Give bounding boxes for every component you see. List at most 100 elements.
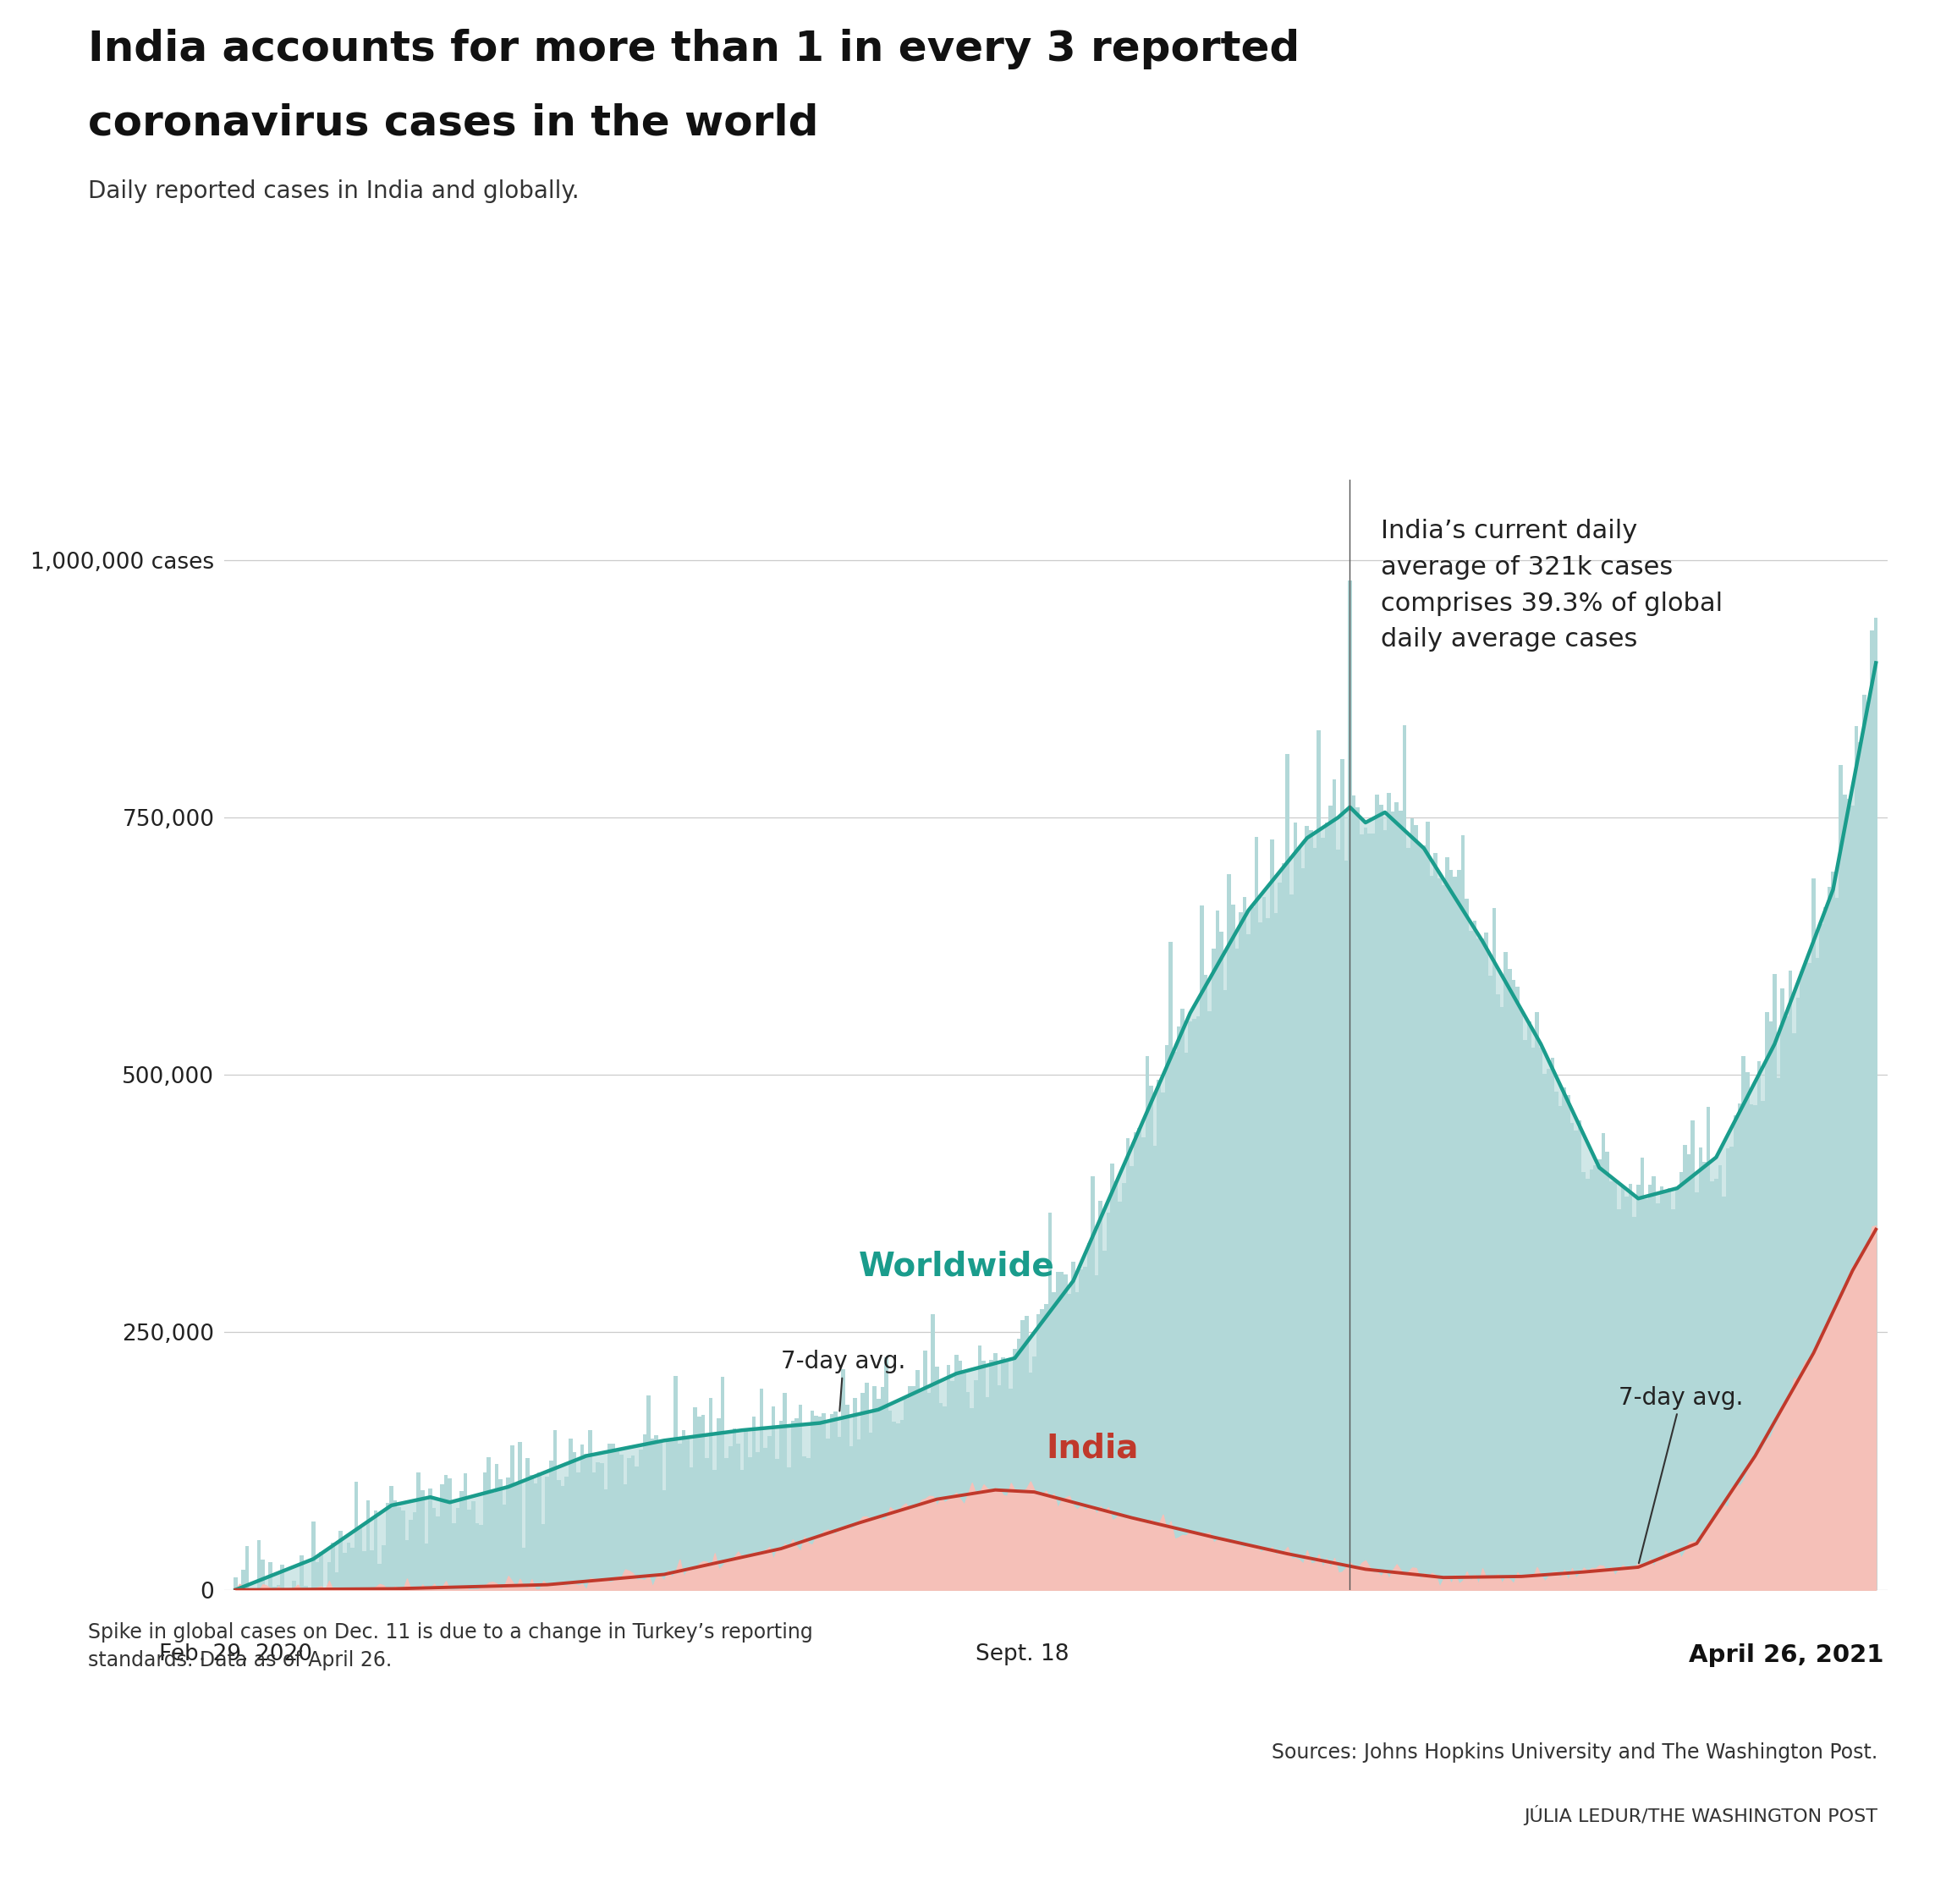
Bar xyxy=(736,1443,739,1590)
Bar xyxy=(549,1460,553,1590)
Bar xyxy=(666,1441,669,1590)
Bar xyxy=(704,1458,708,1590)
Bar xyxy=(339,1531,342,1590)
Bar xyxy=(1197,1017,1201,1590)
Bar xyxy=(642,1434,646,1590)
Bar xyxy=(1031,1356,1035,1590)
Bar xyxy=(1827,887,1831,1590)
Text: coronavirus cases in the world: coronavirus cases in the world xyxy=(88,103,817,143)
Bar xyxy=(1271,840,1275,1590)
Bar xyxy=(1870,630,1874,1590)
Bar xyxy=(1582,1173,1586,1590)
Bar xyxy=(778,1420,782,1590)
Bar xyxy=(1294,823,1298,1590)
Bar xyxy=(1434,853,1438,1590)
Bar xyxy=(732,1428,736,1590)
Bar xyxy=(1259,922,1263,1590)
Bar xyxy=(424,1544,428,1590)
Bar xyxy=(883,1358,887,1590)
Bar xyxy=(1158,1080,1162,1590)
Bar xyxy=(1493,908,1496,1590)
Text: 7-day avg.: 7-day avg. xyxy=(1619,1386,1744,1563)
Bar xyxy=(311,1521,315,1590)
Bar xyxy=(922,1350,926,1590)
Bar xyxy=(1072,1260,1076,1590)
Text: Sources: Johns Hopkins University and The Washington Post.: Sources: Johns Hopkins University and Th… xyxy=(1273,1742,1878,1763)
Bar xyxy=(1547,1068,1551,1590)
Text: Daily reported cases in India and globally.: Daily reported cases in India and global… xyxy=(88,179,578,202)
Bar xyxy=(1835,899,1839,1590)
Bar xyxy=(1310,830,1314,1590)
Bar xyxy=(553,1430,557,1590)
Bar xyxy=(1298,847,1302,1590)
Text: Feb. 29, 2020: Feb. 29, 2020 xyxy=(160,1643,311,1666)
Bar xyxy=(1454,878,1458,1590)
Bar xyxy=(292,1580,296,1590)
Bar xyxy=(514,1485,518,1590)
Bar xyxy=(1648,1184,1652,1590)
Bar xyxy=(280,1565,284,1590)
Bar xyxy=(1419,845,1423,1590)
Bar xyxy=(436,1517,440,1590)
Bar xyxy=(654,1436,658,1590)
Bar xyxy=(934,1367,938,1590)
Bar xyxy=(1570,1123,1574,1590)
Bar xyxy=(1532,1047,1535,1590)
Bar xyxy=(1586,1179,1590,1590)
Bar xyxy=(1135,1133,1138,1590)
Bar xyxy=(448,1478,451,1590)
Bar xyxy=(272,1586,276,1590)
Bar xyxy=(1240,912,1243,1590)
Bar xyxy=(821,1413,825,1590)
Bar xyxy=(1173,1051,1177,1590)
Bar xyxy=(946,1365,950,1590)
Bar xyxy=(335,1573,339,1590)
Bar xyxy=(413,1512,416,1590)
Bar xyxy=(911,1386,915,1590)
Bar xyxy=(1306,826,1310,1590)
Bar xyxy=(599,1462,603,1590)
Text: JÚLIA LEDUR/THE WASHINGTON POST: JÚLIA LEDUR/THE WASHINGTON POST xyxy=(1524,1805,1878,1826)
Bar xyxy=(588,1430,592,1590)
Bar xyxy=(1594,1165,1598,1590)
Bar xyxy=(1051,1293,1055,1590)
Bar xyxy=(1170,942,1173,1590)
Bar xyxy=(627,1458,631,1590)
Bar xyxy=(1181,1009,1185,1590)
Bar xyxy=(1695,1192,1699,1590)
Bar xyxy=(1282,864,1286,1590)
Bar xyxy=(1380,805,1384,1590)
Bar xyxy=(545,1478,549,1590)
Bar xyxy=(401,1510,405,1590)
Bar xyxy=(319,1552,323,1590)
Bar xyxy=(1598,1160,1602,1590)
Bar xyxy=(1333,779,1337,1590)
Bar xyxy=(428,1489,432,1590)
Bar xyxy=(961,1373,965,1590)
Bar xyxy=(1103,1251,1107,1590)
Bar xyxy=(989,1359,992,1590)
Bar xyxy=(1251,906,1255,1590)
Bar xyxy=(1683,1144,1687,1590)
Bar xyxy=(969,1409,973,1590)
Bar xyxy=(1043,1304,1047,1590)
Bar xyxy=(747,1457,751,1590)
Bar xyxy=(1224,990,1228,1590)
Bar xyxy=(1800,971,1804,1590)
Bar xyxy=(366,1500,370,1590)
Bar xyxy=(1535,1013,1539,1590)
Bar xyxy=(848,1447,852,1590)
Bar xyxy=(743,1428,747,1590)
Text: Sept. 18: Sept. 18 xyxy=(975,1643,1070,1666)
Bar xyxy=(1668,1188,1672,1590)
Bar xyxy=(1563,1087,1567,1590)
Bar xyxy=(300,1556,304,1590)
Bar xyxy=(1123,1182,1127,1590)
Bar xyxy=(257,1540,261,1590)
Bar xyxy=(1637,1184,1640,1590)
Text: India’s current daily
average of 321k cases
comprises 39.3% of global
daily aver: India’s current daily average of 321k ca… xyxy=(1382,518,1722,651)
Bar xyxy=(1605,1152,1609,1590)
Bar xyxy=(1722,1198,1726,1590)
Bar xyxy=(1115,1180,1119,1590)
Bar xyxy=(1676,1188,1679,1590)
